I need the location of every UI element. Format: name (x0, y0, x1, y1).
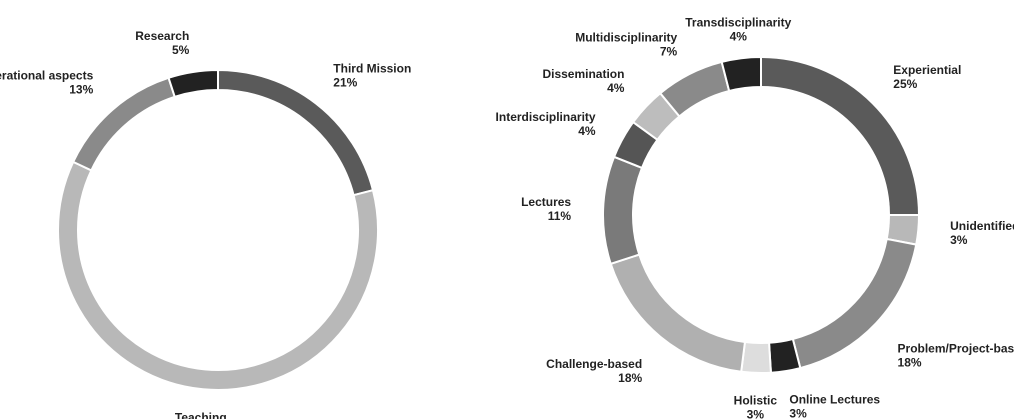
donut-segment (602, 155, 644, 266)
segment-label: Multidisciplinarity (575, 31, 677, 45)
segment-label: Interdisciplinarity (496, 110, 596, 124)
segment-value: 4% (607, 81, 625, 95)
donut (57, 68, 379, 391)
segment-value: 11% (548, 209, 572, 223)
segment-label: Experiential (893, 63, 961, 77)
segment-value: 3% (950, 233, 968, 247)
segment-value: 5% (172, 43, 190, 57)
segment-value: 3% (789, 407, 807, 419)
segment-label: Unidentified (950, 219, 1014, 233)
segment-label: Challenge-based (546, 357, 642, 371)
segment-value: 21% (333, 76, 357, 90)
donut (602, 55, 921, 374)
segment-value: 25% (893, 77, 917, 91)
donut-segment (57, 160, 379, 391)
donut-segment (167, 68, 219, 99)
segment-label: Transdisciplinarity (685, 15, 791, 29)
segment-value: 4% (578, 124, 596, 138)
segment-label: Operational aspects (0, 69, 94, 83)
segment-label: Holistic (734, 393, 778, 407)
segment-label: Problem/Project-based (898, 341, 1014, 355)
segment-value: 18% (898, 355, 922, 369)
segment-label: Lectures (521, 195, 571, 209)
donut-segment (720, 55, 762, 93)
donut-segment (609, 253, 747, 373)
segment-label: Third Mission (333, 62, 411, 76)
segment-label: Dissemination (542, 67, 624, 81)
segment-value: 3% (747, 407, 765, 419)
segment-value: 7% (660, 45, 678, 59)
donut-segment (740, 340, 772, 374)
segment-value: 13% (69, 83, 93, 97)
segment-value: 18% (618, 371, 642, 385)
segment-value: 4% (730, 29, 748, 43)
segment-label: Research (135, 29, 189, 43)
segment-label: Online Lectures (789, 393, 880, 407)
segment-label: Teaching (175, 410, 227, 419)
